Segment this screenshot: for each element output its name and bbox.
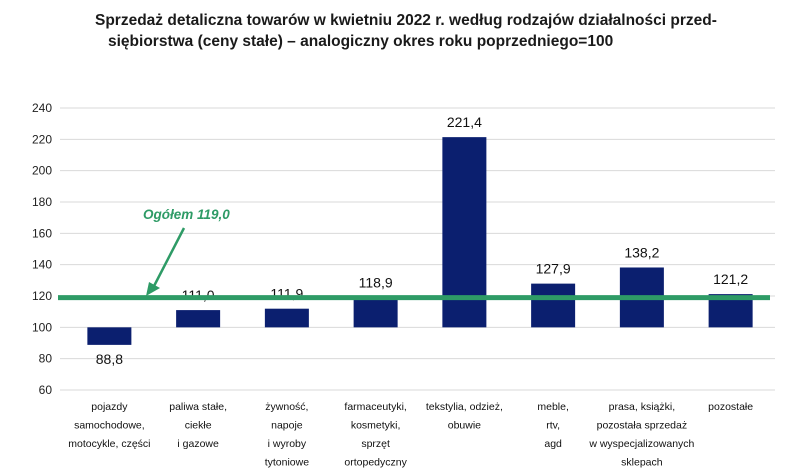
category-label: obuwie [448,420,481,432]
data-label: 221,4 [447,114,482,130]
category-label: ortopedyczny [344,457,407,469]
data-label: 118,9 [359,275,393,291]
category-label: tytoniowe [265,457,310,469]
category-label: meble, [537,401,569,413]
data-label: 121,2 [713,271,748,287]
bar [176,310,221,328]
category-label: samochodowe, [74,420,145,432]
reference-label: Ogółem 119,0 [143,207,230,222]
y-tick-label: 60 [39,383,53,397]
y-tick-label: 100 [32,320,52,334]
reference-arrow-head [146,282,160,296]
category-label: tekstylia, odzież, [426,401,503,413]
category-label: i gazowe [177,438,219,450]
y-tick-label: 120 [32,289,52,303]
category-label: farmaceutyki, [344,401,406,413]
category-label: sklepach [621,457,663,469]
category-label: agd [544,438,562,450]
category-label: kosmetyki, [351,420,401,432]
y-tick-label: 180 [32,195,52,209]
chart-title-line-2: siębiorstwa (ceny stałe) – analogiczny o… [108,33,614,50]
category-label: prasa, książki, [609,401,676,413]
y-tick-label: 80 [39,352,53,366]
category-label: i wyroby [268,438,307,450]
category-label: żywność, [265,401,308,413]
category-label: ciekłe [185,420,212,432]
data-label: 88,8 [96,351,123,367]
category-label: napoje [271,420,303,432]
category-label: rtv, [546,420,560,432]
chart-title-line-1: Sprzedaż detaliczna towarów w kwietniu 2… [95,12,717,29]
reference-arrow-shaft [151,227,186,289]
category-label: pozostałe [708,401,753,413]
bar [353,297,398,328]
data-label: 127,9 [536,261,571,277]
bar [87,327,132,345]
y-tick-label: 200 [32,164,52,178]
y-tick-label: 240 [32,101,52,115]
category-label: pozostała sprzedaż [597,420,687,432]
bar [531,283,576,328]
bar [264,308,309,328]
data-label: 138,2 [624,244,659,260]
y-tick-label: 140 [32,258,52,272]
category-label: paliwa stałe, [169,401,227,413]
category-label: w wyspecjalizowanych [588,438,694,450]
category-label: motocykle, części [68,438,150,450]
chart-title: Sprzedaż detaliczna towarów w kwietniu 2… [95,10,785,52]
y-tick-label: 220 [32,132,52,146]
category-label: sprzęt [361,438,390,450]
category-label: pojazdy [91,401,128,413]
y-tick-label: 160 [32,226,52,240]
